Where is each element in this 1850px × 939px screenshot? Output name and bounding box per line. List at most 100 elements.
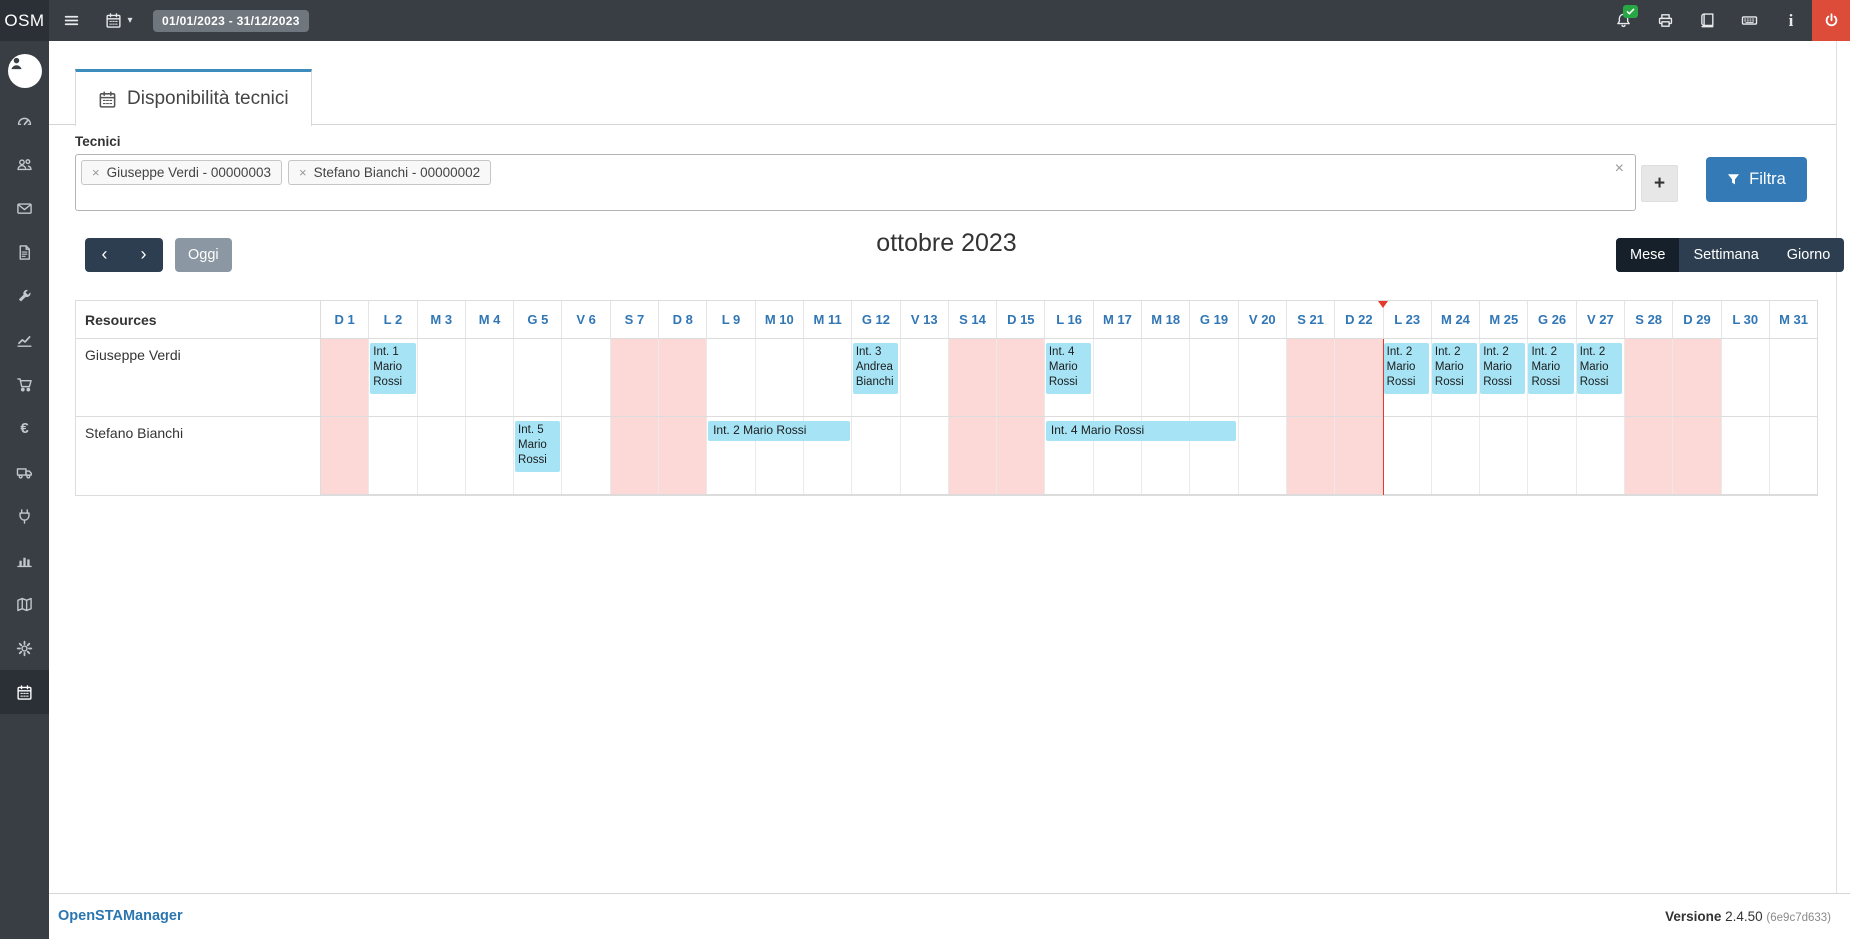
day-cell[interactable] bbox=[416, 417, 465, 494]
day-header-cell[interactable]: S 28 bbox=[1624, 301, 1672, 338]
selected-technician-tag[interactable]: × Stefano Bianchi - 00000002 bbox=[287, 160, 492, 185]
day-header-cell[interactable]: V 13 bbox=[899, 301, 948, 338]
remove-tag-icon[interactable]: × bbox=[298, 165, 307, 180]
next-button[interactable]: › bbox=[140, 243, 147, 264]
day-cell[interactable] bbox=[561, 417, 609, 494]
remove-tag-icon[interactable]: × bbox=[92, 165, 100, 180]
print-button[interactable] bbox=[1644, 0, 1686, 41]
day-cell[interactable] bbox=[996, 417, 1045, 494]
calendar-event[interactable]: Int. 2 Mario Rossi bbox=[1480, 343, 1526, 394]
day-cell[interactable] bbox=[1624, 417, 1673, 494]
sidebar-item-mappa[interactable] bbox=[0, 582, 49, 626]
filter-button[interactable]: Filtra bbox=[1706, 157, 1807, 202]
day-cell[interactable] bbox=[609, 339, 659, 416]
period-dropdown-button[interactable]: ▾ bbox=[93, 0, 145, 41]
day-cell[interactable] bbox=[609, 417, 659, 494]
day-header-cell[interactable]: M 10 bbox=[754, 301, 803, 338]
calendar-event[interactable]: Int. 2 Mario Rossi bbox=[1383, 343, 1429, 394]
day-cell[interactable] bbox=[754, 417, 803, 494]
today-button[interactable]: Oggi bbox=[175, 238, 232, 272]
day-cell[interactable] bbox=[561, 339, 609, 416]
day-cell[interactable] bbox=[1768, 339, 1817, 416]
day-header-cell[interactable]: L 9 bbox=[706, 301, 754, 338]
day-cell[interactable] bbox=[1768, 417, 1817, 494]
user-avatar[interactable] bbox=[7, 54, 42, 88]
date-range-badge[interactable]: 01/01/2023 - 31/12/2023 bbox=[153, 9, 309, 32]
view-button-giorno[interactable]: Giorno bbox=[1786, 247, 1831, 263]
prev-button[interactable]: ‹ bbox=[101, 243, 108, 264]
keyboard-button[interactable] bbox=[1728, 0, 1770, 41]
day-header-cell[interactable]: D 22 bbox=[1334, 301, 1382, 338]
day-cell[interactable] bbox=[1141, 417, 1189, 494]
calendar-event[interactable]: Int. 2 Mario Rossi bbox=[708, 421, 850, 441]
day-cell[interactable] bbox=[1141, 339, 1189, 416]
day-cell[interactable] bbox=[851, 417, 899, 494]
day-header-cell[interactable]: G 12 bbox=[851, 301, 899, 338]
day-cell[interactable] bbox=[1479, 339, 1527, 416]
day-cell[interactable] bbox=[1092, 417, 1141, 494]
day-cell[interactable] bbox=[464, 339, 513, 416]
day-cell[interactable] bbox=[1189, 417, 1237, 494]
day-header-cell[interactable]: M 11 bbox=[802, 301, 851, 338]
day-cell[interactable] bbox=[1092, 339, 1141, 416]
day-cell[interactable] bbox=[1479, 417, 1527, 494]
day-cell[interactable] bbox=[1672, 417, 1721, 494]
day-header-cell[interactable]: G 5 bbox=[513, 301, 561, 338]
view-button-mese[interactable]: Mese bbox=[1616, 238, 1680, 272]
day-header-cell[interactable]: M 24 bbox=[1430, 301, 1479, 338]
sidebar-item-statistiche[interactable] bbox=[0, 538, 49, 582]
day-cell[interactable] bbox=[1624, 339, 1673, 416]
day-header-cell[interactable]: V 27 bbox=[1575, 301, 1624, 338]
sidebar-item-ddt[interactable] bbox=[0, 450, 49, 494]
day-cell[interactable] bbox=[1430, 417, 1479, 494]
day-cell[interactable] bbox=[996, 339, 1045, 416]
day-cell[interactable] bbox=[1382, 417, 1431, 494]
day-cell[interactable] bbox=[802, 339, 851, 416]
day-cell[interactable] bbox=[1527, 339, 1575, 416]
day-cell[interactable] bbox=[1672, 339, 1721, 416]
day-cell[interactable] bbox=[658, 417, 707, 494]
day-cell[interactable] bbox=[513, 339, 561, 416]
sidebar-item-andamento[interactable] bbox=[0, 318, 49, 362]
sidebar-toggle-button[interactable] bbox=[49, 0, 93, 41]
calendar-event[interactable]: Int. 3 Andrea Bianchi bbox=[852, 343, 899, 394]
day-header-cell[interactable]: G 19 bbox=[1189, 301, 1237, 338]
day-header-cell[interactable]: V 6 bbox=[561, 301, 609, 338]
day-cell[interactable] bbox=[1575, 339, 1624, 416]
clear-selection-icon[interactable]: × bbox=[1614, 160, 1624, 177]
day-header-cell[interactable]: D 29 bbox=[1672, 301, 1720, 338]
add-technician-button[interactable]: + bbox=[1641, 165, 1678, 202]
sidebar-item-fatture[interactable]: € bbox=[0, 406, 49, 450]
day-cell[interactable] bbox=[368, 339, 416, 416]
day-cell[interactable] bbox=[1285, 339, 1335, 416]
bell-button[interactable] bbox=[1602, 0, 1644, 41]
day-cell[interactable] bbox=[416, 339, 465, 416]
day-header-cell[interactable]: S 7 bbox=[609, 301, 658, 338]
calendar-event[interactable]: Int. 2 Mario Rossi bbox=[1431, 343, 1478, 394]
sidebar-item-impianti[interactable] bbox=[0, 494, 49, 538]
day-header-cell[interactable]: D 8 bbox=[658, 301, 706, 338]
calendar-event[interactable]: Int. 1 Mario Rossi bbox=[370, 343, 416, 394]
day-cell[interactable] bbox=[899, 417, 948, 494]
day-cell[interactable] bbox=[1237, 417, 1286, 494]
book-button[interactable] bbox=[1686, 0, 1728, 41]
day-cell[interactable] bbox=[1044, 417, 1092, 494]
day-header-cell[interactable]: M 31 bbox=[1768, 301, 1817, 338]
sidebar-item-email[interactable] bbox=[0, 186, 49, 230]
sidebar-item-interventi[interactable] bbox=[0, 274, 49, 318]
day-cell[interactable] bbox=[1044, 339, 1092, 416]
day-header-cell[interactable]: L 16 bbox=[1044, 301, 1092, 338]
sidebar-item-ordini[interactable] bbox=[0, 362, 49, 406]
sidebar-item-anagrafiche[interactable] bbox=[0, 142, 49, 186]
selected-technician-tag[interactable]: × Giuseppe Verdi - 00000003 bbox=[81, 160, 282, 185]
day-header-cell[interactable]: M 3 bbox=[416, 301, 465, 338]
sidebar-item-disponibilita[interactable] bbox=[0, 670, 49, 714]
day-header-cell[interactable]: M 18 bbox=[1141, 301, 1189, 338]
day-header-cell[interactable]: L 2 bbox=[368, 301, 416, 338]
calendar-event[interactable]: Int. 2 Mario Rossi bbox=[1576, 343, 1622, 394]
sidebar-item-documenti[interactable] bbox=[0, 230, 49, 274]
day-cell[interactable] bbox=[754, 339, 803, 416]
calendar-event[interactable]: Int. 4 Mario Rossi bbox=[1045, 421, 1236, 441]
day-header-cell[interactable]: M 17 bbox=[1092, 301, 1141, 338]
day-header-cell[interactable]: M 25 bbox=[1479, 301, 1527, 338]
